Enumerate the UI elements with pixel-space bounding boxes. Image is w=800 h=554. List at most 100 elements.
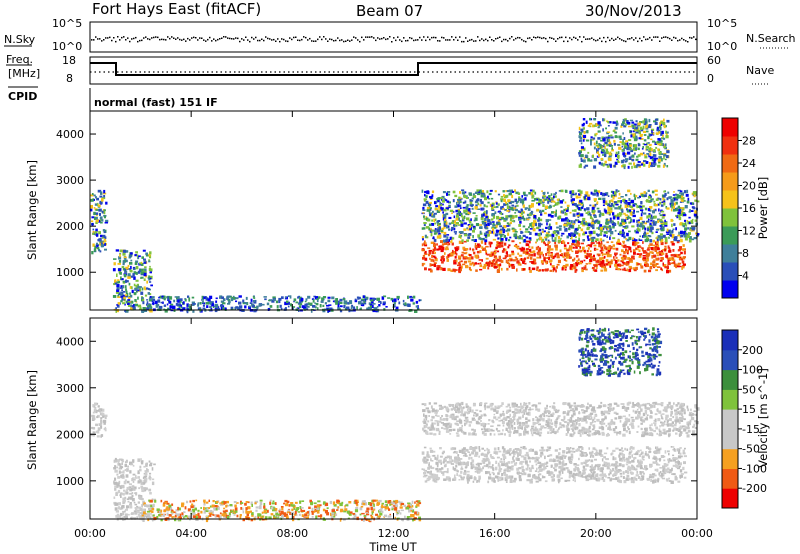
power-pixel	[210, 307, 213, 311]
power-pixel	[631, 225, 635, 228]
power-pixel	[617, 264, 620, 267]
velocity-pixel	[626, 459, 630, 463]
noise-sample	[133, 37, 135, 40]
power-pixel	[427, 202, 432, 207]
power-pixel	[456, 259, 458, 262]
power-pixel	[595, 132, 598, 135]
velocity-pixel	[654, 474, 657, 477]
noise-sample	[563, 40, 565, 43]
power-pixel	[556, 252, 559, 256]
velocity-pixel	[517, 452, 522, 456]
power-pixel	[186, 307, 188, 310]
power-pixel	[441, 195, 445, 199]
noise-sample	[111, 39, 113, 42]
power-pixel	[507, 228, 511, 231]
power-pixel	[534, 223, 538, 227]
power-pixel	[575, 262, 578, 264]
noise-sample	[527, 37, 529, 40]
power-pixel	[617, 233, 620, 235]
power-pixel	[503, 225, 507, 229]
power-pixel	[518, 224, 521, 227]
power-pixel	[612, 130, 615, 132]
power-pixel	[571, 235, 573, 240]
velocity-pixel	[454, 474, 456, 478]
power-pixel	[115, 292, 120, 294]
power-pixel	[423, 224, 426, 227]
power-pixel	[499, 237, 502, 240]
power-pixel	[503, 198, 506, 203]
power-pixel	[670, 203, 673, 207]
power-pixel	[663, 200, 666, 203]
power-pixel	[475, 255, 479, 259]
power-pixel	[609, 264, 612, 268]
power-pixel	[92, 198, 95, 201]
velocity-pixel	[623, 480, 627, 484]
power-pixel	[466, 227, 468, 230]
power-pixel	[510, 189, 513, 193]
power-pixel	[227, 296, 230, 300]
velocity-pixel	[505, 464, 509, 467]
power-pixel	[625, 217, 627, 220]
power-pixel	[599, 244, 602, 248]
velocity-pixel	[580, 462, 583, 465]
velocity-pixel	[131, 494, 134, 498]
power-pixel	[663, 146, 667, 149]
power-pixel	[605, 202, 608, 205]
power-pixel	[605, 231, 608, 234]
power-pixel	[629, 147, 633, 151]
power-pixel	[492, 224, 496, 227]
power-pixel	[525, 207, 528, 209]
velocity-pixel	[114, 507, 118, 511]
noise-sample	[463, 40, 465, 43]
power-pixel	[146, 287, 149, 290]
power-pixel	[537, 218, 540, 222]
power-pixel	[478, 259, 482, 261]
velocity-pixel	[612, 449, 616, 452]
velocity-pixel	[148, 515, 151, 519]
power-pixel	[540, 223, 543, 226]
power-pixel	[518, 217, 522, 221]
velocity-pixel	[129, 461, 133, 465]
power-pixel	[531, 267, 536, 271]
power-pixel	[121, 266, 125, 268]
power-pixel	[562, 255, 565, 258]
noise-sample	[419, 36, 421, 39]
velocity-pixel	[121, 462, 123, 465]
power-pixel	[132, 306, 136, 309]
velocity-pixel	[140, 485, 144, 489]
noise-sample	[239, 40, 241, 43]
power-pixel	[633, 203, 637, 205]
power-pixel	[599, 242, 603, 246]
velocity-pixel	[521, 472, 523, 476]
power-pixel	[645, 127, 649, 130]
power-pixel	[425, 200, 429, 204]
power-pixel	[476, 189, 480, 192]
velocity-pixel	[573, 476, 576, 480]
power-pixel	[444, 241, 448, 245]
power-pixel	[619, 264, 622, 267]
power-pixel	[360, 307, 362, 311]
power-pixel	[125, 300, 128, 304]
noise-panel-frame	[89, 21, 698, 53]
power-pixel	[408, 309, 411, 312]
power-pixel	[475, 204, 478, 208]
velocity-pixel	[628, 453, 631, 456]
power-pixel	[467, 260, 472, 263]
power-pixel	[675, 214, 678, 217]
power-pixel	[446, 258, 449, 262]
power-pixel	[125, 266, 129, 270]
velocity-pixel	[477, 479, 480, 482]
power-pixel	[608, 152, 612, 156]
noise-sample	[681, 37, 683, 40]
power-pixel	[593, 189, 597, 193]
power-pixel	[232, 295, 235, 298]
power-pixel	[103, 209, 105, 212]
power-pixel	[564, 211, 567, 214]
power-pixel	[552, 205, 555, 207]
noise-sample	[485, 38, 487, 41]
velocity-pixel	[477, 464, 480, 468]
power-pixel	[129, 286, 132, 289]
velocity-pixel	[118, 467, 121, 470]
velocity-pixel	[592, 471, 596, 474]
power-pixel	[537, 233, 541, 236]
